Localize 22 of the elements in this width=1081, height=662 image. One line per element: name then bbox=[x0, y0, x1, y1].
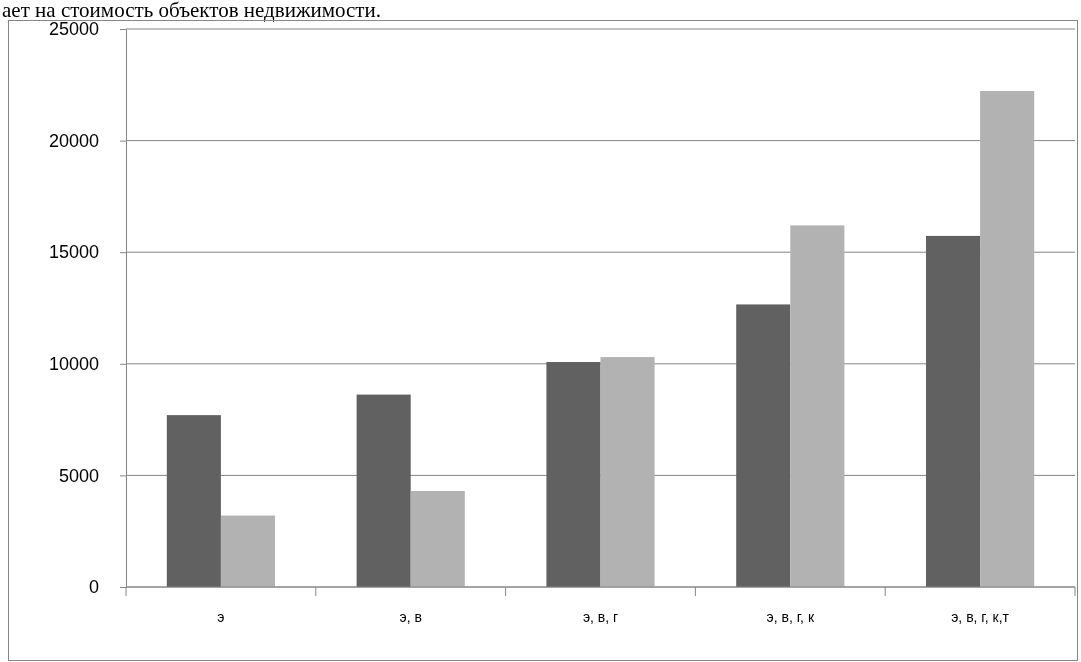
text: ает на стоимость объектов недвижимости. bbox=[2, 0, 381, 22]
bar bbox=[410, 491, 465, 587]
y-tick-label: 5000 bbox=[58, 465, 99, 486]
x-tick-label: э, в bbox=[399, 609, 422, 626]
x-tick-label: э, в, г bbox=[582, 609, 619, 626]
y-tick-label: 15000 bbox=[48, 242, 99, 263]
x-tick-label: э, в, г, к bbox=[766, 609, 815, 626]
bar bbox=[166, 415, 221, 587]
bar bbox=[926, 235, 981, 587]
bar bbox=[600, 357, 655, 587]
bar bbox=[546, 362, 601, 587]
x-tick-label: э bbox=[217, 609, 225, 626]
bar bbox=[356, 394, 411, 587]
bar bbox=[790, 225, 845, 587]
y-tick-label: 0 bbox=[88, 577, 99, 598]
x-tick-label: э, в, г, к,т bbox=[951, 609, 1010, 626]
y-tick-label: 10000 bbox=[48, 354, 99, 375]
bar bbox=[220, 515, 275, 587]
bar bbox=[736, 304, 791, 587]
bar bbox=[980, 91, 1035, 587]
y-tick-label: 20000 bbox=[48, 130, 99, 151]
y-tick-label: 25000 bbox=[48, 19, 99, 40]
